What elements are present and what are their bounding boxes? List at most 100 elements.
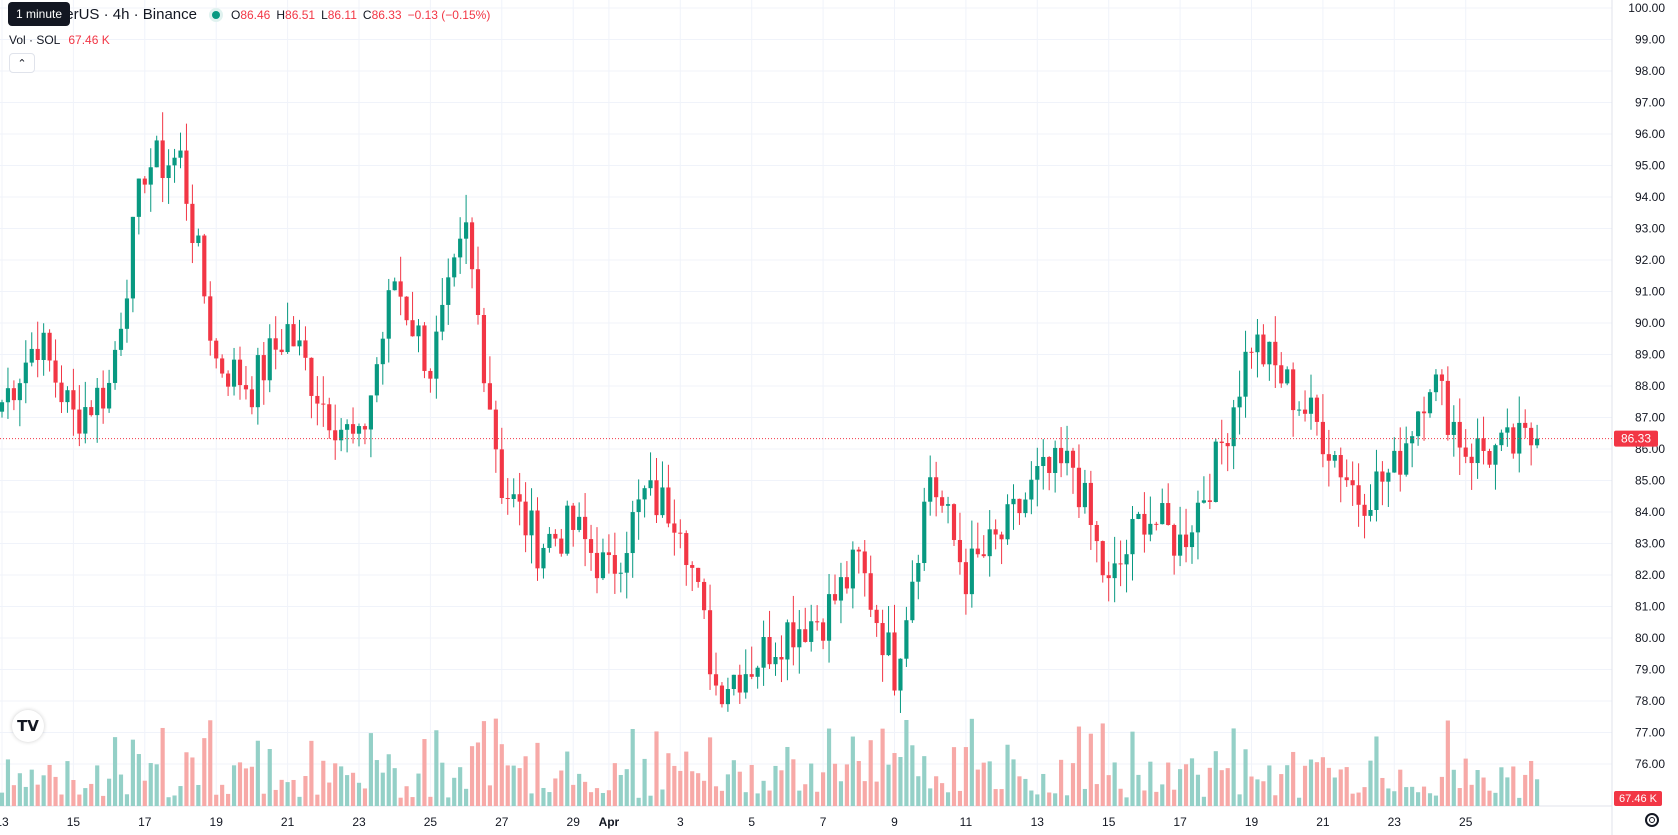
volume-bar[interactable] [1416, 792, 1421, 806]
candle-body[interactable] [785, 622, 790, 660]
candle-body[interactable] [1350, 480, 1355, 486]
volume-bar[interactable] [874, 781, 879, 806]
volume-bar[interactable] [1481, 777, 1486, 806]
volume-bar[interactable] [922, 756, 927, 806]
volume-bar[interactable] [386, 754, 391, 806]
volume-bar[interactable] [416, 773, 421, 806]
candle-body[interactable] [517, 494, 522, 502]
volume-bar[interactable] [422, 739, 427, 806]
volume-bar[interactable] [434, 730, 439, 806]
candle-body[interactable] [17, 383, 22, 401]
candle-body[interactable] [107, 382, 112, 409]
volume-bar[interactable] [630, 728, 635, 806]
volume-bar[interactable] [243, 768, 249, 806]
volume-bar[interactable] [464, 788, 469, 806]
candle-body[interactable] [606, 552, 611, 556]
volume-bar[interactable] [1535, 779, 1540, 806]
volume-bar[interactable] [1398, 769, 1403, 806]
market-status-icon[interactable] [208, 7, 223, 22]
volume-bar[interactable] [1243, 749, 1248, 806]
candle-body[interactable] [975, 548, 980, 555]
volume-bar[interactable] [993, 789, 998, 806]
volume-bar[interactable] [588, 792, 594, 806]
candle-body[interactable] [231, 359, 237, 387]
volume-bar[interactable] [1302, 765, 1308, 806]
volume-bar[interactable] [975, 769, 980, 806]
candle-body[interactable] [1106, 575, 1111, 579]
candle-body[interactable] [1166, 503, 1171, 525]
candle-body[interactable] [458, 238, 463, 258]
volume-bar[interactable] [696, 773, 701, 806]
volume-bar[interactable] [529, 793, 534, 806]
candle-body[interactable] [208, 296, 213, 341]
candle-body[interactable] [481, 315, 487, 384]
candle-body[interactable] [916, 563, 921, 582]
volume-bar[interactable] [1326, 767, 1331, 806]
candle-body[interactable] [731, 674, 736, 690]
candle-body[interactable] [65, 390, 70, 403]
volume-bar[interactable] [0, 792, 5, 806]
volume-bar[interactable] [309, 740, 314, 806]
volume-bar[interactable] [1017, 776, 1022, 806]
volume-bar[interactable] [624, 769, 629, 806]
candle-body[interactable] [1457, 421, 1462, 448]
volume-bar[interactable] [565, 751, 570, 806]
volume-bar[interactable] [83, 788, 88, 806]
candle-body[interactable] [83, 407, 88, 434]
volume-bar[interactable] [1523, 774, 1528, 806]
volume-bar[interactable] [535, 742, 540, 806]
volume-bar[interactable] [1053, 793, 1058, 806]
volume-bar[interactable] [89, 783, 94, 806]
candle-body[interactable] [1439, 374, 1444, 381]
volume-bar[interactable] [1041, 773, 1046, 806]
candle-body[interactable] [1279, 365, 1284, 384]
volume-bar[interactable] [1118, 788, 1123, 806]
volume-bar[interactable] [940, 783, 945, 806]
candle-body[interactable] [237, 359, 243, 386]
volume-bar[interactable] [1100, 723, 1105, 806]
volume-bar[interactable] [255, 740, 260, 806]
volume-bar[interactable] [1439, 776, 1444, 806]
candle-body[interactable] [309, 357, 314, 396]
candle-body[interactable] [1059, 447, 1064, 464]
candle-body[interactable] [880, 623, 885, 656]
volume-bar[interactable] [261, 793, 266, 806]
volume-bar[interactable] [1231, 728, 1236, 806]
candle-body[interactable] [1511, 427, 1516, 454]
candle-body[interactable] [1070, 450, 1076, 468]
candle-body[interactable] [190, 203, 195, 244]
volume-bar[interactable] [1201, 796, 1206, 806]
volume-bar[interactable] [1124, 797, 1129, 806]
collapse-legend-button[interactable]: ⌃ [9, 53, 35, 73]
candle-body[interactable] [386, 290, 391, 339]
candle-body[interactable] [832, 594, 838, 601]
candle-body[interactable] [1285, 369, 1290, 384]
volume-bar[interactable] [809, 763, 814, 806]
volume-bar[interactable] [59, 794, 64, 806]
volume-bar[interactable] [1308, 759, 1314, 806]
volume-bar[interactable] [571, 784, 576, 806]
volume-bar[interactable] [773, 765, 778, 806]
candle-body[interactable] [124, 298, 130, 329]
candle-body[interactable] [1380, 471, 1385, 482]
volume-bar[interactable] [11, 785, 16, 806]
candle-body[interactable] [202, 235, 207, 297]
volume-bar[interactable] [392, 768, 397, 806]
candle-body[interactable] [1255, 334, 1260, 353]
candle-body[interactable] [1392, 450, 1397, 473]
volume-bar[interactable] [404, 786, 409, 806]
candle-body[interactable] [636, 499, 641, 513]
volume-bar[interactable] [583, 781, 588, 806]
candle-body[interactable] [1094, 524, 1099, 542]
volume-bar[interactable] [249, 766, 254, 806]
volume-bar[interactable] [1285, 765, 1290, 806]
candle-body[interactable] [1398, 450, 1403, 475]
volume-bar[interactable] [678, 770, 683, 806]
candle-body[interactable] [571, 505, 576, 530]
volume-bar[interactable] [136, 754, 141, 806]
candle-body[interactable] [89, 407, 94, 416]
volume-bar[interactable] [1082, 788, 1087, 806]
volume-bar[interactable] [969, 718, 974, 806]
candle-body[interactable] [654, 480, 659, 516]
candle-body[interactable] [815, 621, 820, 623]
